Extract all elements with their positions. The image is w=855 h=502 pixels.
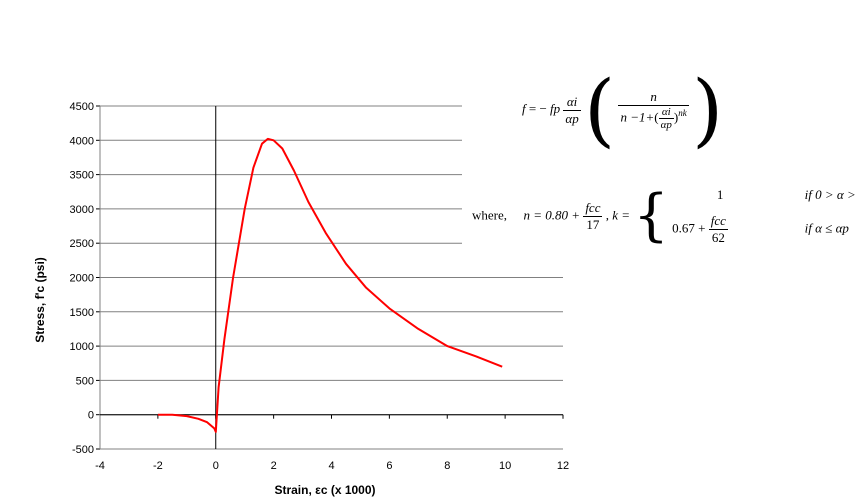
y-tick-label: 4500 — [70, 101, 94, 113]
y-axis-title: Stress, f'c (psi) — [33, 257, 47, 343]
x-tick-label: 0 — [213, 460, 219, 472]
y-tick-label: -500 — [72, 444, 94, 456]
eq-case2-fraction: fcc 62 — [708, 213, 728, 246]
eq-n-fcc: fcc — [583, 200, 603, 217]
x-axis-title: Strain, εc (x 1000) — [274, 483, 375, 497]
y-tick-label: 3000 — [70, 204, 94, 216]
eq-inner-ai: αi — [658, 106, 674, 119]
y-tick-label: 3500 — [70, 170, 94, 182]
y-tick-label: 1500 — [70, 307, 94, 319]
eq-k-def: , k = — [605, 207, 631, 223]
equation-where: where, n = 0.80 + fcc 17 , k = { 1 if 0 … — [472, 187, 855, 246]
eq-left-paren: ( — [584, 63, 616, 156]
eq-n-def: n = 0.80 + — [523, 207, 581, 223]
y-tick-label: 2500 — [70, 238, 94, 250]
eq-den-prefix: n −1+ — [620, 109, 655, 125]
eq-case2-prefix: 0.67 + — [672, 220, 706, 236]
equation-main: f = − fp αi αp ( n n −1+(αi αp)nk ) — [522, 70, 723, 150]
eq-lhs: f — [522, 100, 526, 116]
eq-alpha-p: αp — [565, 110, 579, 126]
eq-n-fraction: fcc 17 — [583, 200, 603, 233]
x-tick-label: -2 — [153, 460, 163, 472]
y-tick-labels: -500 0 500 1000 1500 2000 2500 3000 3500 4000 4500 — [70, 101, 94, 456]
eq-fp: fp — [550, 100, 561, 116]
eq-alpha-i: αi — [563, 94, 581, 111]
eq-case-2: 0.67 + fcc 62 if α ≤ αp — [672, 213, 855, 246]
y-tick-label: 1000 — [70, 341, 94, 353]
y-tick-label: 0 — [88, 410, 94, 422]
eq-n: n — [618, 89, 689, 106]
eq-case2-62: 62 — [711, 230, 725, 245]
x-tick-label: 10 — [499, 460, 511, 472]
y-tick-label: 4000 — [70, 135, 94, 147]
equation-background — [462, 58, 855, 262]
eq-right-paren: ) — [691, 63, 724, 156]
eq-inner-ap: αp — [660, 119, 672, 131]
x-tick-label: -4 — [95, 460, 105, 472]
eq-case-1: 1 if 0 > α > αp — [672, 187, 855, 213]
series-group — [157, 137, 503, 433]
eq-alpha-ratio: αi αp — [563, 94, 581, 127]
eq-case2-cond: if α ≤ αp — [804, 220, 849, 236]
eq-brace: { — [633, 183, 669, 249]
x-tick-label: 6 — [386, 460, 392, 472]
eq-inner-fraction: αi αp — [658, 106, 674, 131]
x-tick-label: 8 — [444, 460, 450, 472]
eq-where: where, — [472, 207, 508, 223]
x-tick-label: 4 — [328, 460, 334, 472]
eq-case2-fcc: fcc — [708, 213, 728, 230]
series-line — [157, 137, 503, 433]
x-tick-labels: -4 -2 0 2 4 6 8 10 12 — [95, 460, 569, 472]
eq-n-17: 17 — [586, 217, 600, 232]
eq-case1-cond: if 0 > α > αp — [804, 187, 855, 202]
eq-denominator: n −1+(αi αp)nk — [620, 106, 687, 131]
eq-exponent: nk — [678, 108, 687, 119]
y-tick-label: 2000 — [70, 273, 94, 285]
y-tick-label: 500 — [76, 375, 94, 387]
x-tick-label: 2 — [271, 460, 277, 472]
eq-case1-val: 1 — [716, 187, 724, 202]
eq-sign: = − — [528, 100, 547, 116]
eq-main-fraction: n n −1+(αi αp)nk — [618, 89, 689, 131]
x-tick-label: 12 — [557, 460, 569, 472]
